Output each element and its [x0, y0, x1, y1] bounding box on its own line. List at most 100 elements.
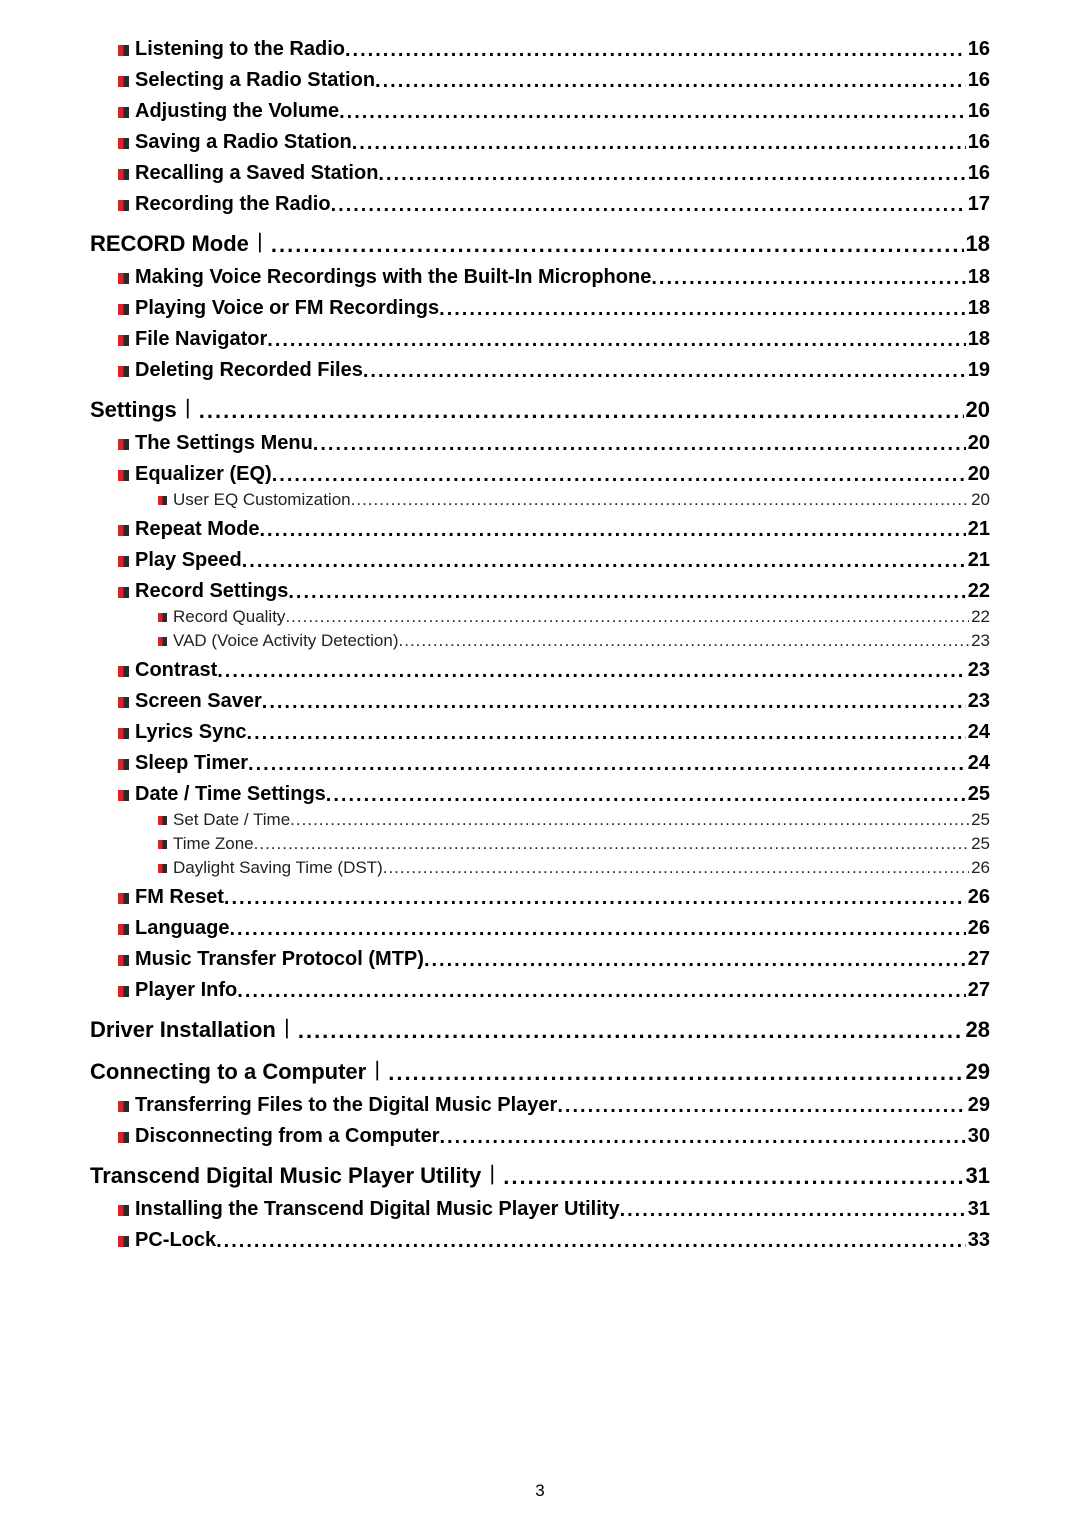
bullet-icon [158, 816, 167, 825]
dot-leader [439, 1126, 965, 1148]
toc-entry-page: 23 [966, 690, 990, 713]
toc-entry[interactable]: FM Reset 26 [118, 886, 990, 909]
toc-entry[interactable]: Repeat Mode21 [118, 518, 990, 541]
toc-entry-page: 16 [966, 162, 990, 185]
toc-entry-page: 26 [966, 886, 990, 909]
toc-entry[interactable]: Record Quality22 [158, 607, 990, 627]
dot-leader [439, 298, 966, 320]
toc-entry[interactable]: Settings︱ 20 [90, 392, 990, 424]
toc-entry[interactable]: Saving a Radio Station 16 [118, 131, 990, 154]
dot-leader [285, 607, 969, 627]
toc-entry-page: 27 [966, 948, 990, 971]
toc-entry-page: 21 [966, 518, 990, 541]
dot-leader [298, 1018, 964, 1044]
bullet-icon [118, 169, 129, 180]
bullet-icon [118, 790, 129, 801]
dot-leader [237, 980, 965, 1002]
toc-entry-title: PC-Lock [135, 1229, 216, 1252]
toc-entry[interactable]: File Navigator18 [118, 328, 990, 351]
dot-leader [383, 858, 969, 878]
table-of-contents: Listening to the Radio 16 Selecting a Radi… [90, 38, 990, 1252]
toc-entry[interactable]: The Settings Menu20 [118, 432, 990, 455]
toc-entry[interactable]: Adjusting the Volume 16 [118, 100, 990, 123]
dot-leader [557, 1095, 965, 1117]
dot-leader [313, 433, 966, 455]
toc-entry-page: 29 [966, 1094, 990, 1117]
toc-entry[interactable]: Recalling a Saved Station16 [118, 162, 990, 185]
toc-entry[interactable]: Player Info27 [118, 979, 990, 1002]
toc-entry-page: 29 [964, 1059, 990, 1085]
dot-leader [288, 581, 965, 603]
toc-entry-title: Deleting Recorded Files [135, 359, 363, 382]
toc-entry[interactable]: Transferring Files to the Digital Music … [118, 1094, 990, 1117]
dot-leader [352, 132, 966, 154]
toc-entry-page: 16 [966, 131, 990, 154]
toc-entry[interactable]: Daylight Saving Time (DST) 26 [158, 858, 990, 878]
bullet-icon [118, 107, 129, 118]
toc-entry[interactable]: Music Transfer Protocol (MTP) 27 [118, 948, 990, 971]
bullet-icon [118, 1101, 129, 1112]
dot-leader [339, 101, 966, 123]
toc-entry[interactable]: Transcend Digital Music Player Utility︱ … [90, 1158, 990, 1190]
toc-entry[interactable]: Deleting Recorded Files19 [118, 359, 990, 382]
toc-entry[interactable]: Driver Installation︱ 28 [90, 1012, 990, 1044]
toc-entry[interactable]: Listening to the Radio 16 [118, 38, 990, 61]
toc-entry-title: Screen Saver [135, 690, 262, 713]
toc-entry[interactable]: User EQ Customization20 [158, 490, 990, 510]
toc-entry[interactable]: Date / Time Settings25 [118, 783, 990, 806]
toc-entry[interactable]: Language26 [118, 917, 990, 940]
toc-entry-title: Transcend Digital Music Player Utility︱ [90, 1158, 503, 1190]
toc-entry-title: Daylight Saving Time (DST) [173, 858, 383, 878]
toc-entry-title: Selecting a Radio Station [135, 69, 375, 92]
dot-leader [217, 660, 966, 682]
toc-entry[interactable]: Disconnecting from a Computer30 [118, 1125, 990, 1148]
dot-leader [351, 490, 969, 510]
toc-entry-title: Recording the Radio [135, 193, 331, 216]
toc-entry-title: Player Info [135, 979, 237, 1002]
toc-entry[interactable]: Record Settings22 [118, 580, 990, 603]
bullet-icon [118, 893, 129, 904]
toc-entry[interactable]: Play Speed21 [118, 549, 990, 572]
toc-entry[interactable]: Connecting to a Computer︱ 29 [90, 1054, 990, 1086]
toc-entry[interactable]: Set Date / Time25 [158, 810, 990, 830]
dot-leader [399, 631, 970, 651]
toc-entry[interactable]: Lyrics Sync 24 [118, 721, 990, 744]
toc-entry[interactable]: Selecting a Radio Station16 [118, 69, 990, 92]
toc-entry-title: Music Transfer Protocol (MTP) [135, 948, 424, 971]
toc-entry-title: FM Reset [135, 886, 224, 909]
toc-entry[interactable]: Recording the Radio17 [118, 193, 990, 216]
toc-entry-title: Listening to the Radio [135, 38, 345, 61]
bullet-icon [118, 200, 129, 211]
toc-entry-page: 16 [966, 38, 990, 61]
toc-entry-page: 26 [969, 858, 990, 878]
toc-entry-title: Adjusting the Volume [135, 100, 339, 123]
dot-leader [651, 267, 965, 289]
toc-entry-title: Lyrics Sync [135, 721, 247, 744]
toc-entry-page: 25 [969, 834, 990, 854]
toc-entry[interactable]: Screen Saver 23 [118, 690, 990, 713]
toc-entry[interactable]: Making Voice Recordings with the Built-I… [118, 266, 990, 289]
dot-leader [259, 519, 965, 541]
toc-entry-page: 16 [966, 100, 990, 123]
toc-entry[interactable]: Playing Voice or FM Recordings18 [118, 297, 990, 320]
toc-entry-title: Saving a Radio Station [135, 131, 352, 154]
dot-leader [267, 329, 965, 351]
dot-leader [199, 398, 964, 424]
toc-entry[interactable]: PC-Lock33 [118, 1229, 990, 1252]
bullet-icon [118, 1236, 129, 1247]
toc-entry-title: Settings︱ [90, 392, 199, 424]
toc-entry[interactable]: Contrast23 [118, 659, 990, 682]
toc-entry[interactable]: RECORD Mode︱ 18 [90, 226, 990, 258]
toc-entry-title: Record Settings [135, 580, 288, 603]
toc-entry[interactable]: VAD (Voice Activity Detection)23 [158, 631, 990, 651]
dot-leader [375, 70, 966, 92]
toc-entry[interactable]: Sleep Timer24 [118, 752, 990, 775]
toc-entry[interactable]: Equalizer (EQ)20 [118, 463, 990, 486]
toc-entry-page: 25 [969, 810, 990, 830]
toc-entry[interactable]: Time Zone25 [158, 834, 990, 854]
bullet-icon [118, 759, 129, 770]
toc-entry-page: 21 [966, 549, 990, 572]
toc-entry-page: 20 [969, 490, 990, 510]
toc-entry[interactable]: Installing the Transcend Digital Music P… [118, 1198, 990, 1221]
toc-entry-page: 24 [966, 721, 990, 744]
